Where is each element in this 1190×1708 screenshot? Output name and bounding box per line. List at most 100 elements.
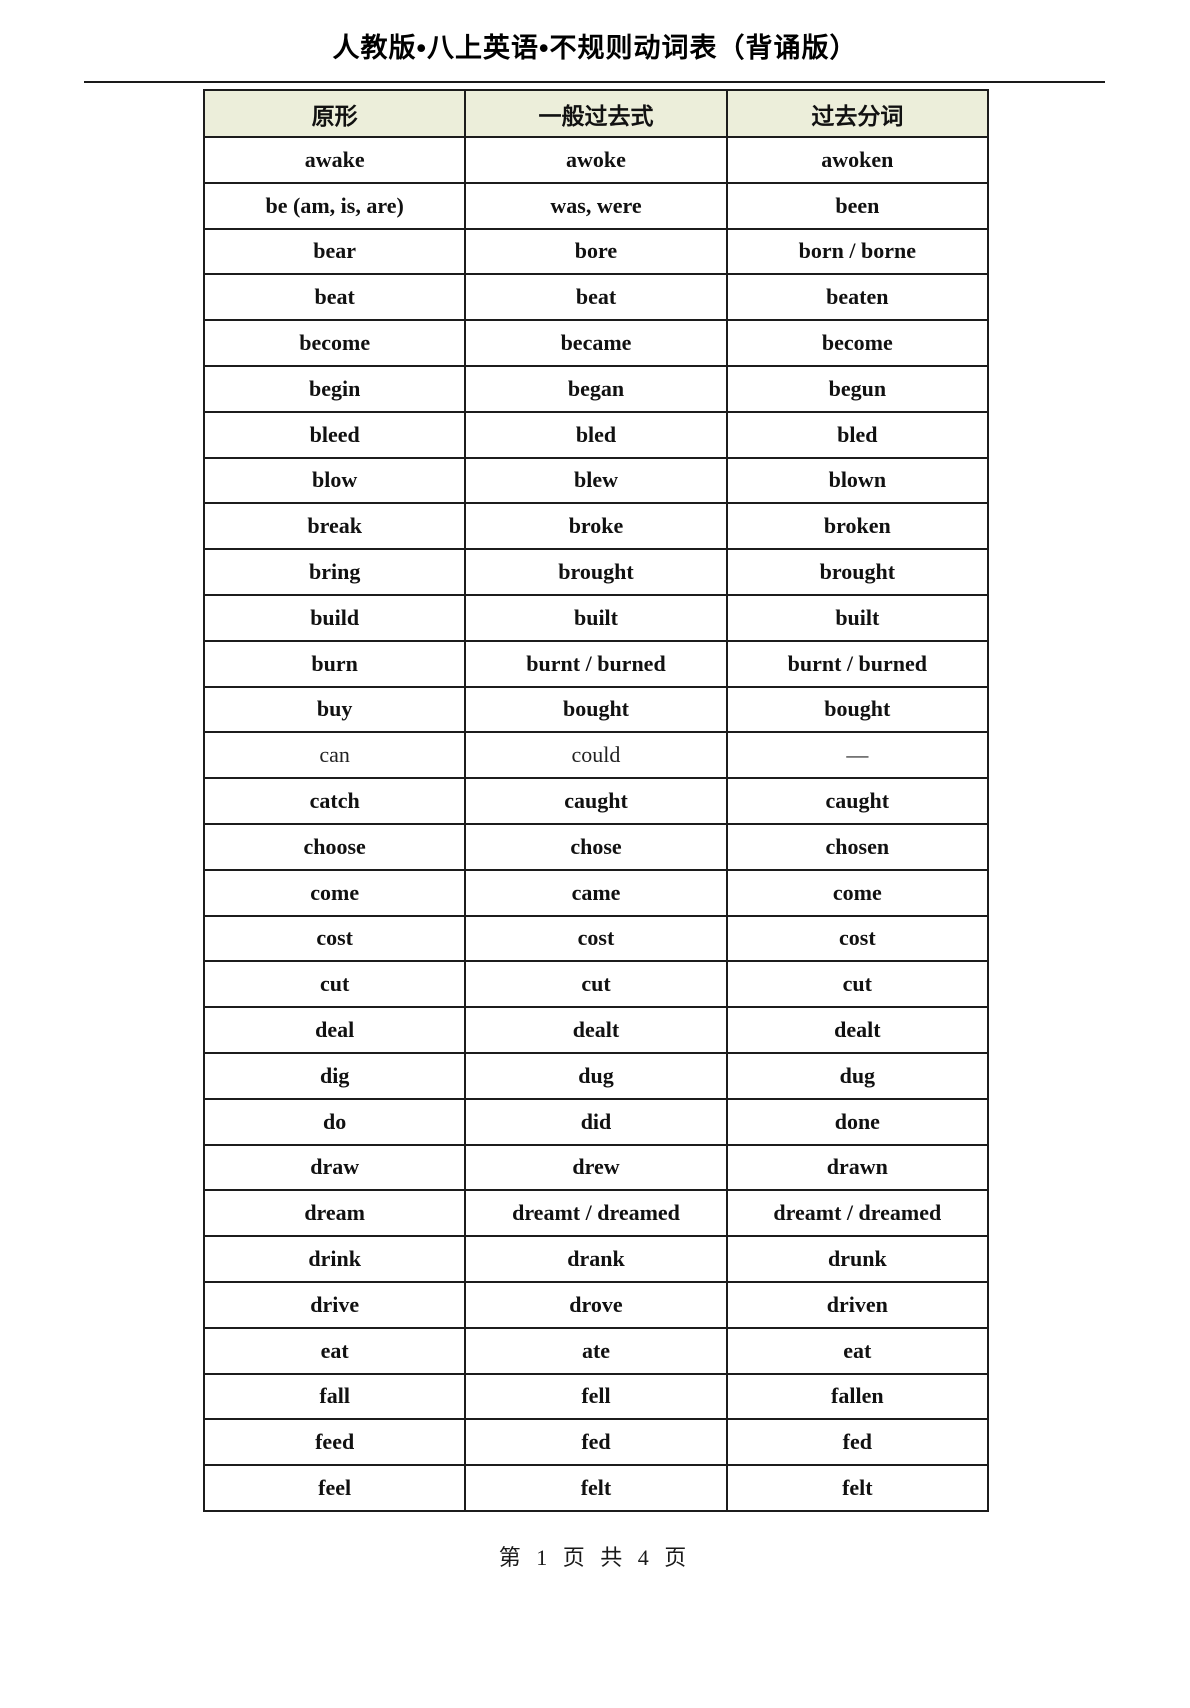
cell-past-participle: dealt xyxy=(725,1006,990,1054)
table-row: drive drove driven xyxy=(202,1280,990,1329)
cell-past-tense: bought xyxy=(464,685,728,734)
cell-base-form: feel xyxy=(202,1464,467,1512)
table-row: feel felt felt xyxy=(202,1464,990,1512)
cell-base-form: cost xyxy=(202,914,467,963)
page-title: 人教版•八上英语•不规则动词表（背诵版） xyxy=(332,33,858,63)
table-body: awake awoke awoken be (am, is, are) was, wer… xyxy=(202,136,990,1512)
table-row: feed fed fed xyxy=(202,1418,990,1467)
cell-base-form: awake xyxy=(202,136,467,184)
cell-base-form: draw xyxy=(202,1143,467,1192)
cell-base-form: beat xyxy=(202,273,467,322)
cell-base-form: blow xyxy=(202,456,467,505)
cell-past-tense: blew xyxy=(464,456,728,505)
table-row: build built built xyxy=(202,593,990,642)
cell-past-tense: brought xyxy=(464,548,728,596)
cell-past-participle: dreamt / dreamed xyxy=(725,1189,990,1238)
cell-past-tense: fed xyxy=(464,1418,728,1467)
table-row: fall fell fallen xyxy=(202,1372,990,1421)
table-row: begin began begun xyxy=(202,364,990,413)
table-row: drink drank drunk xyxy=(202,1235,990,1283)
cell-base-form: burn xyxy=(202,639,467,688)
page-number: 第 1 页 共 4 页 xyxy=(498,1544,692,1570)
cell-base-form: begin xyxy=(202,364,467,413)
cell-past-participle: dug xyxy=(725,1051,990,1100)
cell-past-tense: dug xyxy=(464,1051,728,1100)
table-row: come came come xyxy=(202,868,990,917)
cell-past-tense: beat xyxy=(464,273,728,322)
cell-past-tense: fell xyxy=(464,1372,728,1421)
cell-past-tense: drank xyxy=(464,1235,728,1283)
cell-base-form: be (am, is, are) xyxy=(202,181,467,230)
cell-past-tense: bore xyxy=(464,227,728,276)
cell-past-participle: fed xyxy=(725,1418,990,1467)
cell-past-tense: built xyxy=(464,593,728,642)
column-header-base-form: 原形 xyxy=(202,89,467,138)
cell-past-participle: fallen xyxy=(725,1372,990,1421)
cell-base-form: come xyxy=(202,868,467,917)
cell-past-tense: came xyxy=(464,868,728,917)
irregular-verbs-table: 原形 一般过去式 过去分词 awake awoke awoken be (am, is… xyxy=(202,89,990,1512)
cell-base-form: drive xyxy=(202,1280,467,1329)
cell-past-tense: broke xyxy=(464,502,728,551)
cell-past-participle: done xyxy=(725,1097,990,1146)
cell-past-participle: drawn xyxy=(725,1143,990,1192)
cell-base-form: dig xyxy=(202,1051,467,1100)
table-row: cut cut cut xyxy=(202,960,990,1009)
table-row: break broke broken xyxy=(202,502,990,551)
cell-base-form: drink xyxy=(202,1235,467,1283)
cell-base-form: fall xyxy=(202,1372,467,1421)
cell-past-participle: beaten xyxy=(725,273,990,322)
table-row: buy bought bought xyxy=(202,685,990,734)
cell-past-tense: did xyxy=(464,1097,728,1146)
cell-past-participle: caught xyxy=(725,777,990,825)
cell-base-form: become xyxy=(202,319,467,367)
table-row: dream dreamt / dreamed dreamt / dreamed xyxy=(202,1189,990,1238)
table-row: burn burnt / burned burnt / burned xyxy=(202,639,990,688)
column-header-past-tense: 一般过去式 xyxy=(464,89,728,138)
cell-past-tense: was, were xyxy=(464,181,728,230)
cell-past-participle: chosen xyxy=(725,822,990,871)
table-row: bear bore born / borne xyxy=(202,227,990,276)
table-row: do did done xyxy=(202,1097,990,1146)
cell-past-tense: dealt xyxy=(464,1006,728,1054)
table-row: catch caught caught xyxy=(202,777,990,825)
cell-past-tense: bled xyxy=(464,410,728,459)
cell-past-tense: dreamt / dreamed xyxy=(464,1189,728,1238)
cell-base-form: catch xyxy=(202,777,467,825)
cell-base-form: build xyxy=(202,593,467,642)
table-row: blow blew blown xyxy=(202,456,990,505)
cell-base-form: cut xyxy=(202,960,467,1009)
cell-past-tense: began xyxy=(464,364,728,413)
cell-past-tense: drew xyxy=(464,1143,728,1192)
cell-past-participle: bought xyxy=(725,685,990,734)
cell-past-tense: could xyxy=(464,731,728,780)
cell-past-participle: begun xyxy=(725,364,990,413)
cell-past-participle: eat xyxy=(725,1326,990,1375)
table-header: 原形 一般过去式 过去分词 xyxy=(202,89,990,138)
cell-past-participle: driven xyxy=(725,1280,990,1329)
cell-past-participle: burnt / burned xyxy=(725,639,990,688)
header-row: 原形 一般过去式 过去分词 xyxy=(202,89,990,138)
table-row: can could — xyxy=(202,731,990,780)
cell-base-form: deal xyxy=(202,1006,467,1054)
cell-past-participle: been xyxy=(725,181,990,230)
table-row: bleed bled bled xyxy=(202,410,990,459)
cell-past-participle: born / borne xyxy=(725,227,990,276)
cell-past-tense: felt xyxy=(464,1464,728,1512)
cell-base-form: bleed xyxy=(202,410,467,459)
table-row: become became become xyxy=(202,319,990,367)
cell-base-form: bear xyxy=(202,227,467,276)
cell-past-tense: chose xyxy=(464,822,728,871)
table-row: beat beat beaten xyxy=(202,273,990,322)
table-row: deal dealt dealt xyxy=(202,1006,990,1054)
title-divider xyxy=(84,81,1105,83)
cell-past-tense: drove xyxy=(464,1280,728,1329)
cell-past-participle: brought xyxy=(725,548,990,596)
column-header-past-participle: 过去分词 xyxy=(725,89,990,138)
cell-past-tense: caught xyxy=(464,777,728,825)
table-row: draw drew drawn xyxy=(202,1143,990,1192)
table-row: bring brought brought xyxy=(202,548,990,596)
cell-past-participle: cost xyxy=(725,914,990,963)
cell-past-tense: ate xyxy=(464,1326,728,1375)
cell-base-form: dream xyxy=(202,1189,467,1238)
